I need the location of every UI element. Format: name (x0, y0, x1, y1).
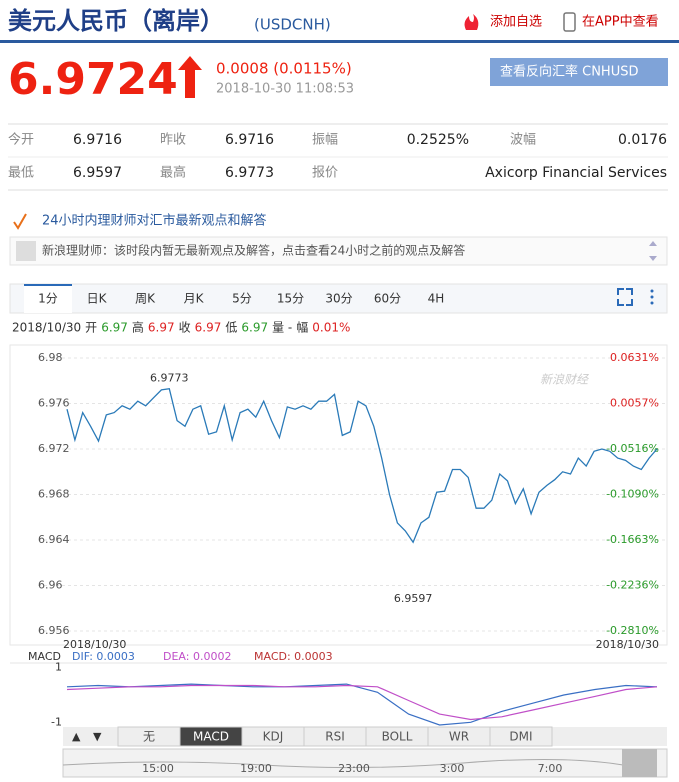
y2-tick-label: -0.0516% (606, 442, 659, 455)
add-watchlist[interactable]: 添加自选 (490, 15, 542, 30)
timeline-label: 23:00 (338, 762, 370, 775)
y2-tick-label: -0.2236% (606, 578, 659, 591)
news-title[interactable]: 24小时内理财师对汇市最新观点和解答 (42, 213, 267, 229)
info-item: 2018/10/30 (12, 321, 81, 335)
stat-value: 0.2525% (407, 132, 469, 148)
info-item: 幅 (296, 320, 308, 335)
indicator-tab[interactable]: RSI (325, 730, 345, 744)
y-tick-label: 6.964 (38, 533, 70, 546)
stat-label: 振幅 (312, 133, 338, 148)
timeline-label: 19:00 (240, 762, 272, 775)
dea-label: DEA: 0.0002 (163, 650, 231, 663)
reverse-button[interactable]: 查看反向汇率 CNHUSD (500, 64, 639, 80)
tab[interactable]: 4H (428, 292, 445, 306)
y-tick-label: 6.96 (38, 579, 63, 592)
stat-value: 6.9597 (73, 165, 122, 181)
macd-tick-label: 1 (55, 661, 62, 674)
tab[interactable]: 1分 (38, 292, 58, 306)
tab[interactable]: 月K (184, 292, 205, 306)
stat-value: 6.9716 (225, 132, 274, 148)
macd-label: MACD (28, 650, 61, 663)
open-app[interactable]: 在APP中查看 (582, 14, 659, 30)
indicator-tab-bg[interactable] (489, 726, 553, 747)
indicator-tab[interactable]: BOLL (382, 730, 413, 744)
price-line (66, 387, 658, 544)
indicator-tab[interactable]: KDJ (263, 730, 284, 744)
min-label: 6.9597 (394, 592, 433, 605)
y2-tick-label: -0.2810% (606, 624, 659, 637)
stat-label: 昨收 (160, 133, 186, 148)
tab-active-bg[interactable] (24, 285, 72, 313)
info-item: 6.97 (101, 321, 128, 335)
timeline-label: 15:00 (142, 762, 174, 775)
info-item: 低 (225, 321, 237, 335)
watermark: 新浪财经 (540, 373, 590, 387)
tab[interactable]: 5分 (232, 292, 252, 306)
tab[interactable]: 周K (135, 292, 156, 306)
info-item: 量 - (272, 321, 292, 335)
stat-label: 最高 (160, 165, 186, 181)
stat-value: 0.0176 (618, 132, 667, 148)
stat-value: Axicorp Financial Services (485, 165, 667, 181)
info-item: 6.97 (148, 321, 175, 335)
info-item: 6.97 (241, 321, 268, 335)
indicator-tab[interactable]: 无 (143, 730, 155, 744)
max-label: 6.9773 (150, 372, 189, 385)
timeline-label: 7:00 (538, 762, 563, 775)
indicator-tab[interactable]: DMI (509, 730, 532, 744)
stat-value: 6.9773 (225, 165, 274, 181)
y2-tick-label: 0.0631% (610, 351, 659, 364)
y-tick-label: 6.956 (38, 624, 70, 637)
page-title: 美元人民币（离岸） (8, 7, 224, 35)
info-item: 收 (179, 321, 191, 335)
stat-label: 今开 (8, 132, 34, 148)
arrow-up[interactable]: ▲ (72, 730, 81, 743)
dea-line (66, 684, 658, 721)
news-text[interactable]: 新浪理财师：该时段内暂无最新观点及解答，点击查看24小时之前的观点及解答 (42, 243, 465, 258)
dif-line (66, 683, 658, 726)
y2-tick-label: -0.1663% (606, 533, 659, 546)
macd-tick-label: -1 (51, 715, 62, 728)
quote-time: 2018-10-30 11:08:53 (216, 82, 354, 97)
tab[interactable]: 日K (87, 292, 108, 306)
stat-value: 6.9716 (73, 132, 122, 148)
y-tick-label: 6.976 (38, 397, 70, 410)
y2-tick-label: 0.0057% (610, 397, 659, 410)
stat-label: 波幅 (510, 133, 536, 148)
plot-frame (9, 344, 668, 646)
info-item: 0.01% (312, 321, 350, 335)
reverse-button-bg[interactable] (490, 58, 668, 86)
stat-label: 最低 (8, 166, 34, 181)
price-change: 0.0008 (0.0115%) (216, 60, 352, 78)
info-item: 6.97 (195, 321, 222, 335)
arrow-down[interactable]: ▼ (93, 730, 102, 743)
stat-label: 报价 (312, 166, 338, 181)
symbol-code: (USDCNH) (254, 16, 331, 34)
y-tick-label: 6.972 (38, 442, 70, 455)
tab[interactable]: 60分 (374, 292, 401, 306)
y-tick-label: 6.968 (38, 488, 70, 501)
macd-value-label: MACD: 0.0003 (254, 650, 333, 663)
price: 6.9724 (8, 54, 178, 105)
dif-label: DIF: 0.0003 (72, 650, 135, 663)
y-tick-label: 6.98 (38, 351, 63, 364)
info-item: 高 (132, 320, 144, 335)
indicator-tab[interactable]: MACD (193, 730, 229, 744)
info-item: 开 (85, 321, 97, 335)
y2-tick-label: -0.1090% (606, 488, 659, 501)
tab[interactable]: 30分 (325, 292, 352, 306)
indicator-tab[interactable]: WR (449, 730, 469, 744)
timeline-label: 3:00 (440, 762, 465, 775)
x-start-label: 2018/10/30 (63, 638, 126, 651)
x-end-label: 2018/10/30 (596, 638, 659, 651)
tab[interactable]: 15分 (277, 292, 304, 306)
